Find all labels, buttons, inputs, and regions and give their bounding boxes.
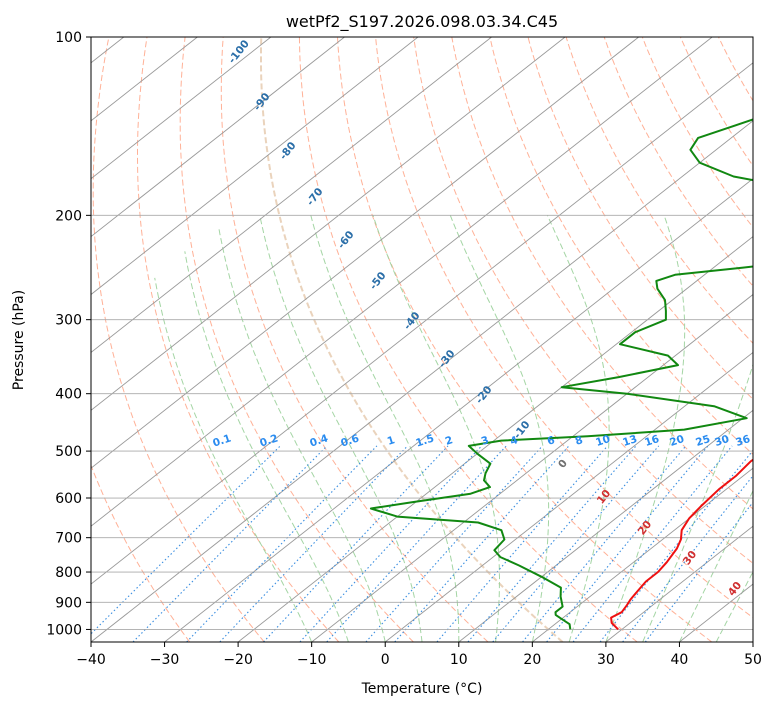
mixing-ratio-label: 4	[509, 434, 520, 448]
dry-adiabat-line	[91, 464, 191, 642]
dry-adiabat-line	[451, 37, 753, 510]
mixing-ratio-line	[599, 449, 753, 642]
isotherm-line	[91, 37, 566, 411]
mixing-ratio-line	[263, 445, 449, 642]
dry-adiabat-line	[298, 37, 638, 642]
isotherm-line	[91, 37, 419, 296]
moist-adiabat-line	[449, 215, 550, 642]
plot-area	[91, 37, 753, 642]
dry-adiabat-line	[679, 37, 753, 167]
mixing-ratio-label: 25	[694, 433, 712, 449]
x-tick-label: −10	[297, 652, 327, 668]
isotherm-line	[91, 62, 753, 585]
mixing-ratio-label: 16	[643, 433, 661, 449]
dry-adiabat-line	[489, 37, 753, 455]
moist-adiabat-line	[218, 227, 386, 642]
isotherm-line	[532, 467, 753, 642]
y-axis-label: Pressure (hPa)	[11, 290, 27, 390]
isotherm-line	[91, 37, 713, 527]
mixing-ratio-label: 30	[713, 433, 731, 449]
x-tick-label: −40	[76, 652, 106, 668]
isotherm-line	[91, 120, 753, 642]
y-tick-label: 900	[55, 595, 82, 611]
plot-background	[91, 37, 753, 642]
mixing-ratio-line	[436, 445, 609, 642]
x-axis-label: Temperature (°C)	[361, 681, 483, 697]
mixing-ratio-label: 0.2	[258, 432, 279, 449]
dry-adiabat-line	[565, 37, 753, 345]
mixing-ratio-label: 8	[574, 434, 585, 448]
mixing-ratio-label: 20	[668, 433, 686, 449]
isotherm-line	[605, 525, 753, 642]
x-tick-label: 30	[597, 652, 615, 668]
mixing-ratio-label: 13	[621, 433, 639, 449]
dry-adiabat-line	[179, 37, 414, 642]
isotherm-line	[384, 351, 753, 642]
dewpoint-profile-line	[369, 118, 753, 630]
x-tick-label: 40	[671, 652, 689, 668]
isotherm-line	[164, 178, 753, 642]
y-tick-label: 600	[55, 491, 82, 507]
y-tick-label: 200	[55, 208, 82, 224]
dry-adiabat-line	[260, 37, 564, 642]
x-tick-label: −20	[223, 652, 253, 668]
y-tick-label: 800	[55, 565, 82, 581]
y-tick-label: 300	[55, 313, 82, 329]
mixing-ratio-label: 0.6	[339, 432, 360, 449]
plot-frame	[90, 36, 754, 643]
x-tick-label: 20	[523, 652, 541, 668]
mixing-ratio-label: 0.4	[308, 432, 329, 449]
mixing-ratio-label: 1	[386, 434, 397, 448]
mixing-ratio-label: 1.5	[414, 432, 435, 449]
mixing-ratio-label: 2	[444, 434, 455, 448]
isotherm-line	[91, 37, 639, 469]
mixing-ratio-line	[299, 445, 483, 642]
mixing-ratio-line	[186, 445, 378, 642]
mixing-ratio-line	[522, 445, 687, 642]
mixing-ratio-line	[622, 474, 753, 642]
x-tick-label: −30	[150, 652, 180, 668]
y-tick-label: 700	[55, 531, 82, 547]
mixing-ratio-label: 36	[734, 433, 752, 449]
y-tick-label: 1000	[46, 622, 82, 638]
x-tick-label: 10	[450, 652, 468, 668]
moist-adiabat-line	[605, 215, 686, 642]
dry-adiabat-line	[92, 37, 265, 642]
axes: −40 −30 −20 −10 0 10 20 30 40 5010020030040050060…	[46, 30, 762, 668]
isotherm-line	[458, 409, 753, 642]
isotherm-line	[237, 236, 753, 642]
mixing-ratio-label: 6	[546, 434, 557, 448]
y-tick-label: 100	[55, 30, 82, 46]
mixing-ratio-line	[467, 445, 637, 642]
moist-adiabat-line	[310, 215, 460, 642]
mixing-ratio-line	[326, 445, 507, 642]
temperature-profile-line	[610, 458, 753, 631]
mixing-ratio-label: 0.1	[211, 432, 232, 449]
chart-title: wetPf2_S197.2026.098.03.34.C45	[286, 12, 558, 32]
moist-adiabat-line	[678, 489, 753, 642]
isotherm-line	[311, 293, 753, 642]
isotherm-line	[91, 37, 492, 353]
mixing-ratio-label: 3	[480, 434, 491, 448]
mixing-ratio-label: 10	[594, 433, 612, 449]
moist-adiabat-line	[259, 215, 423, 642]
dry-adiabat-line	[413, 37, 753, 564]
x-tick-label: 50	[744, 652, 762, 668]
x-tick-label: 0	[381, 652, 390, 668]
y-tick-label: 400	[55, 387, 82, 403]
mixing-ratio-line	[644, 501, 753, 642]
isotherm-line	[91, 37, 272, 180]
moist-adiabat-line	[184, 251, 349, 642]
mixing-ratio-line	[219, 445, 408, 642]
dry-adiabat-line	[337, 37, 713, 642]
y-tick-label: 500	[55, 444, 82, 460]
isotherm-line	[91, 37, 345, 238]
dry-adiabat-line	[603, 37, 753, 287]
dry-adiabat-line	[375, 37, 753, 619]
